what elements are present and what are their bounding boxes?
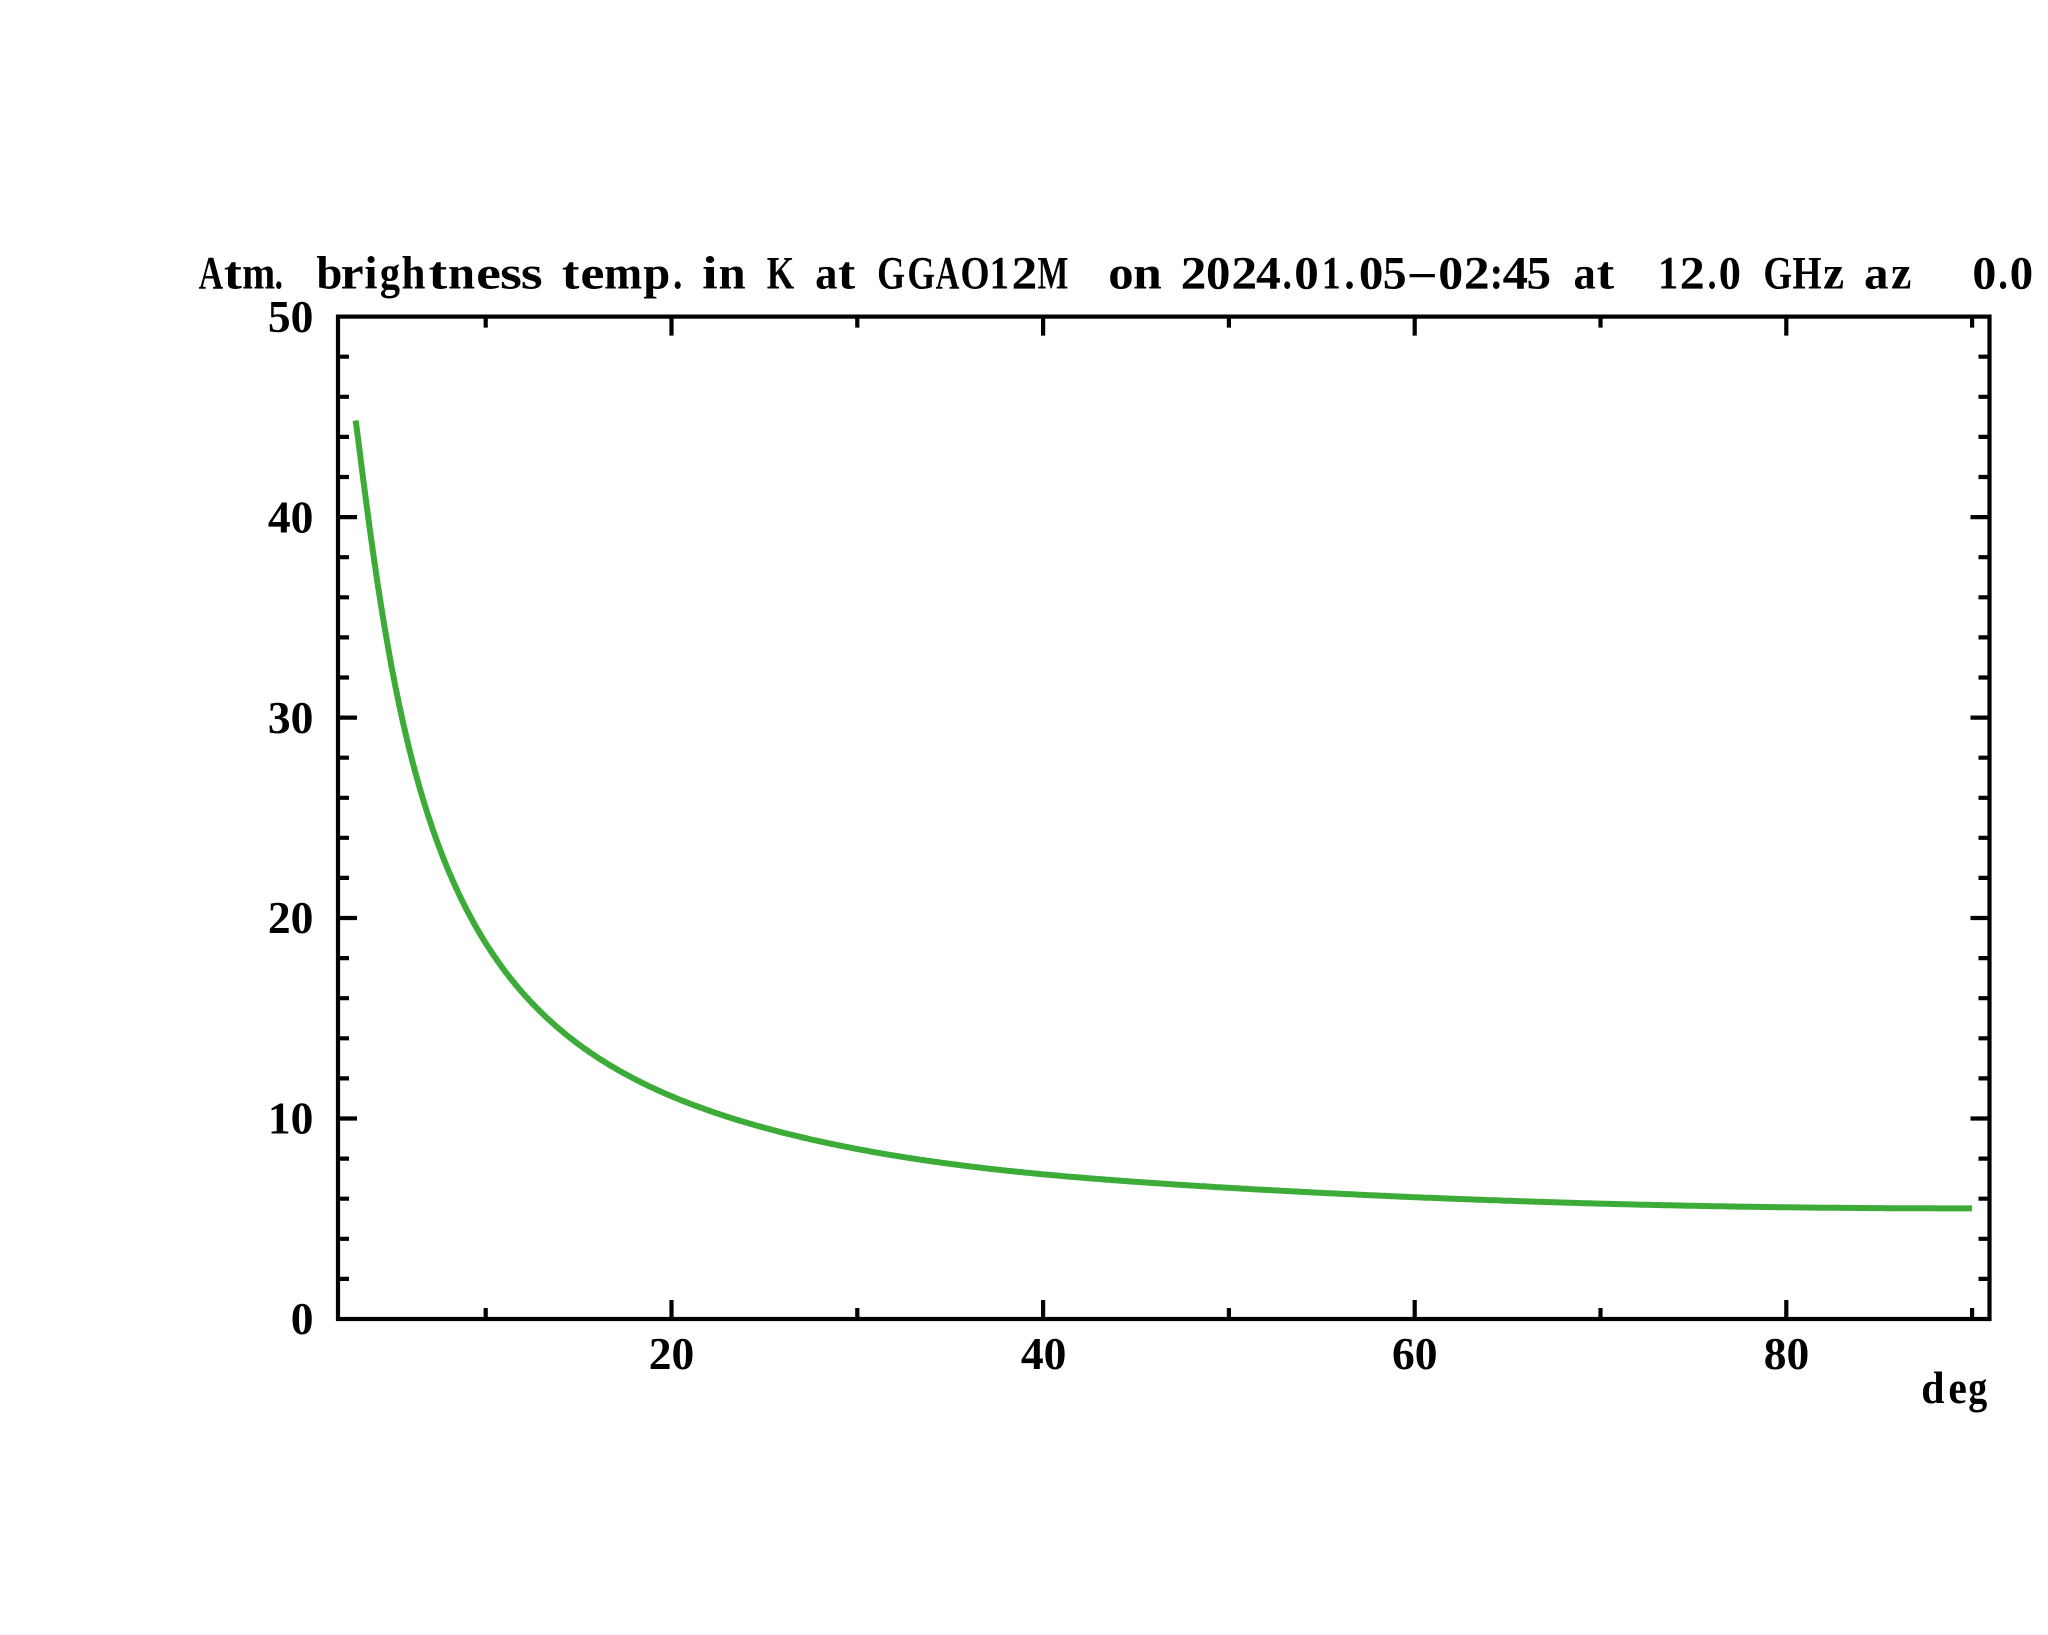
svg-text:4: 4 [1503,247,1528,299]
svg-text:20: 20 [649,1328,695,1379]
svg-text:H: H [1792,248,1821,300]
svg-text:z: z [1891,248,1911,299]
svg-text:5: 5 [1383,248,1407,299]
svg-text:1: 1 [1322,248,1341,299]
svg-text:e: e [1948,1364,1967,1414]
svg-text:n: n [718,248,745,299]
svg-text:A: A [936,247,960,299]
svg-text:s: s [521,248,543,300]
svg-text::: : [1490,247,1504,299]
svg-text:2: 2 [1012,247,1038,299]
svg-text:2: 2 [1464,247,1490,299]
svg-text:10: 10 [268,1093,314,1144]
svg-text:2: 2 [1231,247,1257,299]
svg-text:40: 40 [268,491,314,542]
svg-text:G: G [907,247,935,299]
svg-text:M: M [1038,247,1069,299]
svg-text:n: n [1133,247,1162,299]
svg-text:t: t [429,248,448,300]
svg-text:o: o [1108,247,1133,299]
svg-text:m: m [604,247,642,298]
svg-text:4: 4 [1256,248,1281,299]
svg-text:.: . [673,248,682,300]
svg-text:a: a [1864,247,1889,299]
svg-text:A: A [199,247,224,298]
svg-text:50: 50 [268,291,314,342]
svg-text:i: i [364,248,377,300]
svg-text:p: p [643,248,670,299]
svg-text:0: 0 [1438,248,1463,299]
svg-text:0: 0 [1719,247,1741,298]
svg-text:K: K [767,247,794,299]
svg-text:40: 40 [1021,1328,1067,1379]
svg-text:b: b [316,247,342,299]
svg-text:h: h [402,247,426,299]
svg-text:30: 30 [268,692,314,743]
svg-text:0: 0 [1359,247,1384,299]
svg-text:n: n [448,248,475,299]
svg-text:.: . [275,247,283,299]
svg-text:.: . [1708,248,1717,299]
svg-text:0: 0 [1972,248,1996,299]
svg-text:t: t [1597,247,1615,298]
svg-text:g: g [380,248,400,299]
svg-text:t: t [838,247,856,299]
svg-text:O: O [960,248,989,300]
svg-text:1: 1 [989,248,1009,299]
svg-text:2: 2 [1680,248,1705,299]
svg-text:t: t [224,247,242,299]
svg-text:e: e [580,247,604,299]
svg-text:r: r [341,247,364,299]
svg-text:1: 1 [1658,248,1678,299]
svg-text:m: m [242,248,275,299]
svg-text:20: 20 [268,892,314,943]
svg-text:e: e [476,248,501,300]
svg-text:G: G [1763,248,1792,299]
svg-text:s: s [500,248,522,300]
svg-text:60: 60 [1392,1328,1438,1379]
svg-text:d: d [1921,1364,1944,1414]
svg-text:.: . [1998,248,2008,299]
svg-text:0: 0 [1206,248,1230,299]
svg-text:.: . [1283,248,1292,300]
svg-text:2: 2 [1181,247,1207,299]
svg-text:a: a [815,246,838,298]
svg-text:i: i [702,248,718,300]
svg-text:g: g [1968,1364,1987,1414]
svg-text:80: 80 [1764,1328,1810,1379]
svg-text:z: z [1823,248,1844,300]
svg-text:a: a [1573,246,1596,298]
svg-text:0: 0 [2010,247,2033,299]
svg-text:.: . [1344,247,1354,299]
svg-text:G: G [877,247,905,298]
svg-text:0: 0 [1294,247,1319,299]
svg-text:0: 0 [291,1293,314,1344]
svg-text:t: t [562,247,580,298]
svg-text:5: 5 [1527,247,1552,299]
